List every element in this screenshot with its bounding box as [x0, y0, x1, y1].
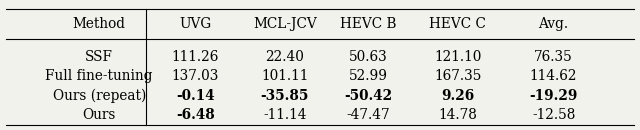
Text: Method: Method	[73, 17, 125, 31]
Text: UVG: UVG	[179, 17, 211, 31]
Text: 137.03: 137.03	[172, 69, 219, 83]
Text: HEVC C: HEVC C	[429, 17, 486, 31]
Text: MCL-JCV: MCL-JCV	[253, 17, 317, 31]
Text: -6.48: -6.48	[176, 108, 214, 122]
Text: SSF: SSF	[85, 50, 113, 64]
Text: 111.26: 111.26	[172, 50, 219, 64]
Text: 114.62: 114.62	[530, 69, 577, 83]
Text: -50.42: -50.42	[344, 89, 392, 103]
Text: 76.35: 76.35	[534, 50, 573, 64]
Text: Ours: Ours	[83, 108, 116, 122]
Text: 14.78: 14.78	[438, 108, 477, 122]
Text: 22.40: 22.40	[266, 50, 304, 64]
Text: -11.14: -11.14	[263, 108, 307, 122]
Text: Avg.: Avg.	[538, 17, 569, 31]
Text: 52.99: 52.99	[349, 69, 387, 83]
Text: 9.26: 9.26	[441, 89, 474, 103]
Text: HEVC B: HEVC B	[340, 17, 396, 31]
Text: -35.85: -35.85	[260, 89, 309, 103]
Text: 121.10: 121.10	[434, 50, 481, 64]
Text: -12.58: -12.58	[532, 108, 575, 122]
Text: 50.63: 50.63	[349, 50, 387, 64]
Text: -0.14: -0.14	[176, 89, 214, 103]
Text: -19.29: -19.29	[529, 89, 578, 103]
Text: 101.11: 101.11	[261, 69, 308, 83]
Text: -47.47: -47.47	[346, 108, 390, 122]
Text: Full fine-tuning: Full fine-tuning	[45, 69, 153, 83]
Text: Ours (repeat): Ours (repeat)	[52, 88, 146, 103]
Text: 167.35: 167.35	[434, 69, 481, 83]
